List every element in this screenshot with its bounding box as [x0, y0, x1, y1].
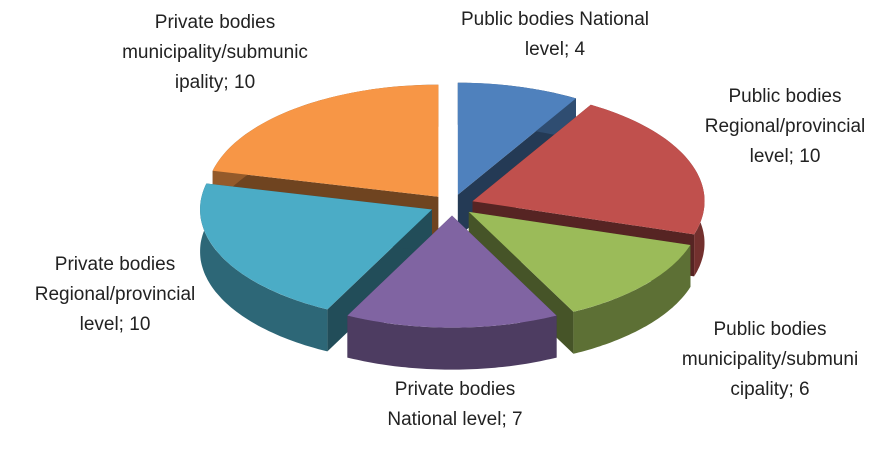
slice-top	[212, 84, 439, 197]
category-label: Public bodies municipality/submunicipali…	[681, 319, 859, 400]
data-label: Public bodies Regional/provincial level;…	[690, 82, 880, 172]
category-label: Private bodies National level;	[387, 379, 516, 430]
value-label: 4	[574, 39, 586, 60]
category-label: Private bodies Regional/provincial level…	[34, 254, 196, 335]
value-label: 10	[799, 146, 821, 167]
data-label: Private bodies municipality/submunicipal…	[120, 8, 310, 98]
data-label: Private bodies Regional/provincial level…	[20, 250, 210, 340]
data-label: Public bodies municipality/submunicipali…	[680, 315, 860, 405]
slice-top	[457, 82, 576, 195]
slice-wall	[200, 183, 328, 352]
slice-top	[468, 211, 691, 312]
slice	[472, 104, 705, 277]
slice-top	[347, 215, 557, 328]
category-label: Public bodies National level;	[460, 9, 649, 60]
slice-top	[472, 104, 705, 235]
value-label: 10	[234, 72, 256, 93]
slice-wall	[573, 245, 691, 354]
slice	[468, 211, 691, 354]
slice-wall	[347, 315, 557, 370]
slice	[347, 215, 557, 370]
value-label: 7	[512, 409, 523, 430]
value-label: 6	[799, 379, 810, 400]
data-label: Private bodies National level; 7	[360, 375, 550, 435]
data-label: Public bodies National level; 4	[460, 5, 650, 65]
slice-top	[200, 183, 432, 310]
category-label: Private bodies municipality/submunicipal…	[122, 12, 308, 93]
category-label: Public bodies Regional/provincial level;	[704, 86, 866, 167]
value-label: 10	[129, 314, 151, 335]
